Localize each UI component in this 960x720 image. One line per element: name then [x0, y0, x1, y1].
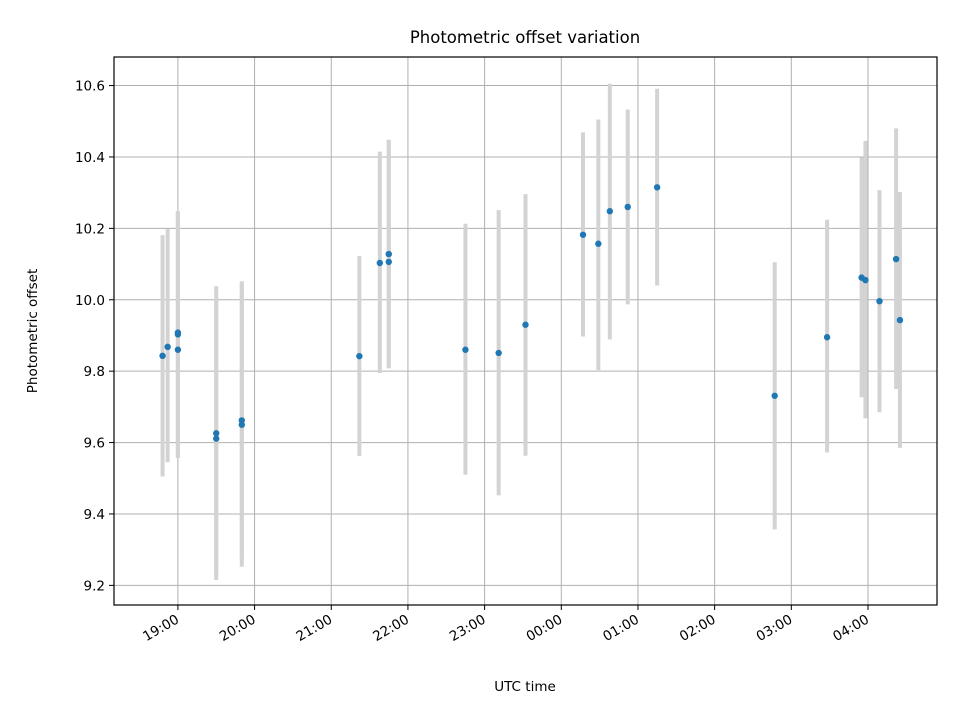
y-tick-label: 10.0	[75, 293, 105, 309]
x-tick-label: 00:00	[524, 612, 566, 645]
y-tick-label: 9.6	[84, 436, 105, 452]
x-tick-label: 01:00	[600, 612, 642, 645]
x-axis-label: UTC time	[494, 679, 556, 695]
data-point	[823, 334, 831, 341]
chart-title: Photometric offset variation	[410, 28, 640, 47]
x-tick-label: 03:00	[754, 612, 796, 645]
data-point	[896, 316, 904, 324]
plot-frame	[113, 56, 938, 606]
y-tick-label: 10.4	[75, 150, 105, 166]
y-tick-label: 10.6	[75, 79, 105, 95]
data-point	[495, 349, 502, 357]
data-point	[522, 321, 529, 328]
data-point	[385, 250, 392, 258]
data-point	[595, 240, 602, 247]
data-point	[876, 297, 883, 305]
x-tick-label: 04:00	[830, 612, 872, 645]
data-point	[579, 231, 587, 238]
x-tick-label: 19:00	[140, 612, 182, 645]
data-point	[771, 392, 778, 399]
data-point	[376, 259, 384, 267]
y-axis-ticks: 9.2 9.4 9.6 9.8 10.0 10.2 10.4 10.6	[75, 79, 114, 594]
data-point	[624, 203, 631, 211]
data-point	[385, 258, 392, 266]
x-tick-label: 21:00	[294, 612, 336, 645]
data-point	[862, 276, 869, 284]
data-point	[213, 435, 220, 442]
data-point	[892, 255, 900, 263]
data-point	[462, 346, 469, 353]
y-axis-label: Photometric offset	[25, 269, 41, 393]
data-point	[238, 417, 245, 424]
y-tick-label: 10.2	[75, 221, 105, 237]
data-point	[653, 184, 661, 191]
data-point	[159, 352, 166, 360]
error-bars	[160, 83, 902, 581]
y-tick-label: 9.4	[84, 507, 105, 523]
data-point	[606, 208, 614, 215]
x-axis-ticks: 19:00 20:00 21:00 22:00 23:00 00:00 01:00 02:00…	[140, 605, 872, 645]
y-tick-label: 9.2	[84, 578, 105, 594]
data-point	[174, 329, 182, 336]
x-tick-label: 20:00	[217, 612, 259, 645]
x-tick-label: 22:00	[370, 612, 412, 645]
data-point	[213, 430, 220, 437]
x-tick-label: 02:00	[677, 612, 719, 645]
y-tick-label: 9.8	[84, 364, 105, 380]
data-points	[159, 184, 904, 442]
data-point	[356, 352, 363, 360]
x-tick-label: 23:00	[447, 612, 489, 645]
data-point	[164, 343, 171, 351]
data-point	[174, 346, 182, 353]
